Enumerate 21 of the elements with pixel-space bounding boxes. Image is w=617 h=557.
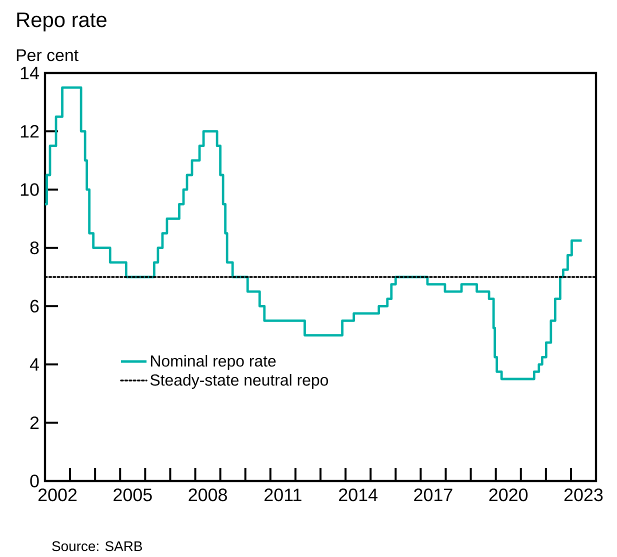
y-tick-label: 0 [30, 474, 39, 488]
y-tick-label: 8 [30, 241, 39, 254]
legend-label: Nominal repo rate [151, 354, 276, 370]
y-axis-title: Per cent [16, 49, 78, 62]
y-tick-label: 2 [30, 416, 39, 429]
chart-title: Repo rate [17, 12, 106, 32]
x-tick-label: 2017 [414, 488, 452, 502]
x-tick-label: 2005 [114, 488, 152, 502]
x-tick-label: 2002 [38, 488, 77, 502]
y-tick-label: 4 [30, 358, 39, 371]
y-tick-label: 12 [20, 125, 39, 138]
x-tick-label: 2011 [264, 488, 302, 502]
y-tick-label: 6 [30, 300, 39, 312]
source-note: Source: SARB [52, 541, 142, 552]
y-tick-label: 14 [20, 66, 39, 80]
x-tick-label: 2023 [564, 488, 603, 502]
x-tick-label: 2014 [339, 488, 378, 502]
x-tick-label: 2020 [489, 488, 528, 502]
y-tick-label: 10 [20, 183, 39, 196]
x-tick-label: 2008 [188, 488, 227, 502]
legend-label: Steady-state neutral repo [150, 374, 328, 389]
